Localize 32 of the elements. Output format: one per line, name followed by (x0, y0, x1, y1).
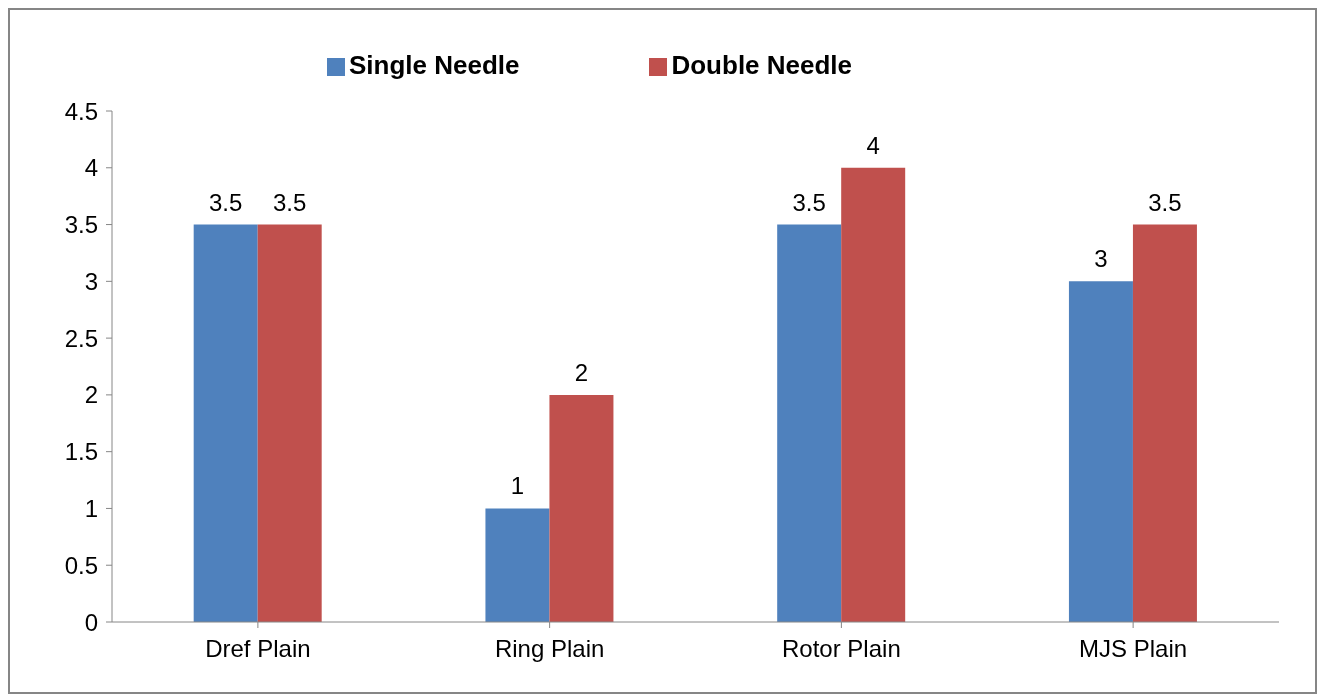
y-tick-label: 3 (84, 267, 98, 295)
bar (193, 224, 258, 622)
x-tick-label: Ring Plain (494, 635, 605, 663)
y-tick-label: 0 (84, 608, 98, 636)
y-tick-label: 4 (84, 154, 98, 182)
y-tick-label: 4.5 (64, 97, 98, 125)
y-tick-label: 2.5 (64, 324, 98, 352)
x-tick-label: Dref Plain (205, 635, 311, 663)
bar (841, 167, 906, 622)
bar (777, 224, 842, 622)
y-tick-label: 1 (84, 494, 98, 522)
y-tick-label: 2 (84, 381, 98, 409)
bar (549, 394, 614, 622)
data-label: 4 (866, 131, 880, 159)
data-label: 3.5 (209, 188, 243, 216)
bar (1068, 281, 1133, 622)
y-tick-label: 0.5 (64, 551, 98, 579)
y-tick-label: 3.5 (64, 211, 98, 239)
data-label: 3.5 (273, 188, 307, 216)
data-label: 3.5 (1148, 188, 1182, 216)
y-tick-label: 1.5 (64, 438, 98, 466)
legend-label: Double Needle (671, 50, 853, 80)
x-tick-label: Rotor Plain (782, 635, 901, 663)
bar (257, 224, 322, 622)
bar (485, 508, 550, 622)
data-label: 3.5 (792, 188, 826, 216)
data-label: 2 (574, 358, 589, 386)
x-tick-label: MJS Plain (1079, 635, 1188, 663)
bar (1132, 224, 1197, 622)
legend-label: Single Needle (348, 50, 520, 80)
data-label: 3 (1094, 245, 1108, 273)
data-label: 1 (510, 472, 525, 500)
